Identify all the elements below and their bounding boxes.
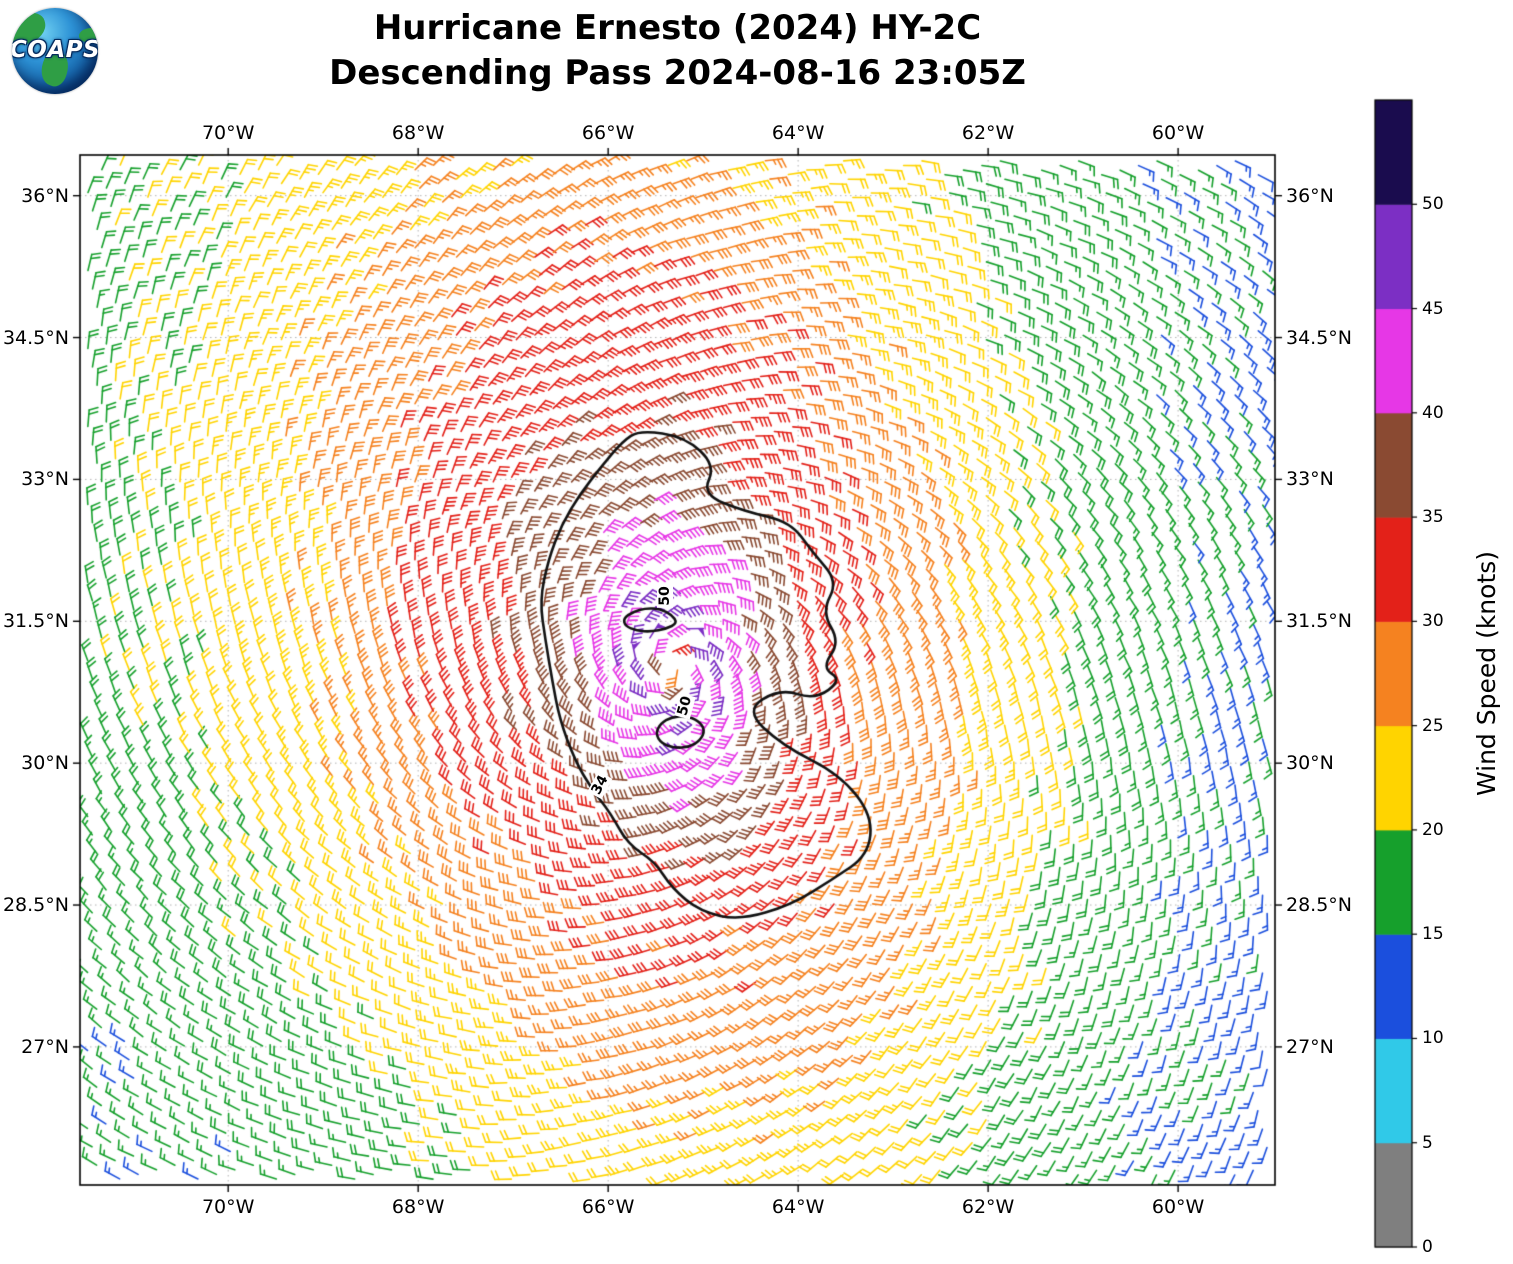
y-tick-label-left: 31.5°N bbox=[2, 610, 69, 633]
colorbar-axis-label-wrap: Wind Speed (knots) bbox=[1452, 100, 1513, 1247]
x-tick-label-bottom: 64°W bbox=[771, 1196, 825, 1218]
colorbar-tick-label: 15 bbox=[1422, 924, 1444, 945]
x-tick-label-top: 68°W bbox=[391, 122, 445, 144]
contour-label: 50 bbox=[657, 584, 674, 608]
y-tick-label-right: 33°N bbox=[1286, 468, 1334, 491]
x-tick-label-bottom: 60°W bbox=[1151, 1196, 1205, 1218]
y-tick-label-left: 33°N bbox=[21, 468, 69, 491]
y-tick-label-right: 27°N bbox=[1286, 1035, 1334, 1058]
x-tick-label-bottom: 68°W bbox=[391, 1196, 445, 1218]
colorbar-tick-label: 35 bbox=[1422, 507, 1444, 528]
colorbar-tick-label: 25 bbox=[1422, 715, 1444, 736]
y-tick-label-left: 34.5°N bbox=[2, 326, 69, 349]
colorbar-tick-label: 0 bbox=[1422, 1237, 1433, 1257]
x-tick-label-bottom: 70°W bbox=[201, 1196, 255, 1218]
colorbar-tick-label: 50 bbox=[1422, 194, 1444, 215]
x-tick-label-top: 62°W bbox=[961, 122, 1015, 144]
y-tick-label-left: 36°N bbox=[21, 184, 69, 207]
colorbar-tick-label: 40 bbox=[1422, 402, 1444, 423]
x-tick-label-top: 60°W bbox=[1151, 122, 1205, 144]
y-tick-label-right: 34.5°N bbox=[1286, 326, 1353, 349]
colorbar-tick-label: 30 bbox=[1422, 611, 1444, 632]
x-tick-label-top: 66°W bbox=[581, 122, 635, 144]
colorbar-tick-label: 10 bbox=[1422, 1028, 1444, 1049]
y-tick-label-right: 28.5°N bbox=[1286, 894, 1353, 917]
x-tick-label-bottom: 62°W bbox=[961, 1196, 1015, 1218]
colorbar-tick-label: 5 bbox=[1422, 1132, 1433, 1153]
colorbar-tick-label: 45 bbox=[1422, 298, 1444, 319]
x-tick-label-top: 70°W bbox=[201, 122, 255, 144]
y-tick-label-right: 30°N bbox=[1286, 752, 1334, 775]
colorbar-tick-label: 20 bbox=[1422, 819, 1444, 840]
y-tick-label-right: 31.5°N bbox=[1286, 610, 1353, 633]
x-tick-label-top: 64°W bbox=[771, 122, 825, 144]
y-tick-label-left: 28.5°N bbox=[2, 894, 69, 917]
y-tick-label-left: 30°N bbox=[21, 752, 69, 775]
colorbar-axis-label: Wind Speed (knots) bbox=[1472, 550, 1502, 797]
x-tick-label-bottom: 66°W bbox=[581, 1196, 635, 1218]
y-tick-label-left: 27°N bbox=[21, 1035, 69, 1058]
y-tick-label-right: 36°N bbox=[1286, 184, 1334, 207]
